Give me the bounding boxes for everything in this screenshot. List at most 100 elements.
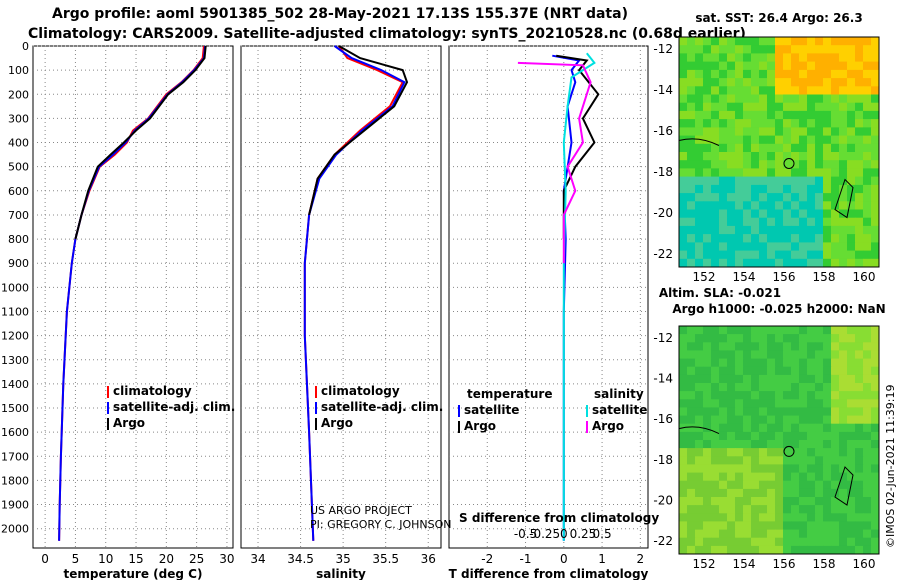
map-cell xyxy=(735,423,744,433)
map-cell xyxy=(863,94,872,104)
map-cell xyxy=(855,448,864,457)
map-cell xyxy=(767,456,776,465)
map-cell xyxy=(767,374,776,384)
map-y-tick-label: -12 xyxy=(653,331,673,345)
map-cell xyxy=(807,53,816,63)
map-cell xyxy=(775,383,784,392)
map-cell xyxy=(695,258,704,268)
map-cell xyxy=(735,505,744,514)
map-cell xyxy=(783,234,792,243)
map-cell xyxy=(799,160,808,169)
map-cell xyxy=(815,505,824,514)
map-cell xyxy=(831,69,840,79)
map-cell xyxy=(687,399,696,408)
map-cell xyxy=(727,391,736,400)
map-cell xyxy=(727,488,736,498)
map-cell xyxy=(871,464,880,473)
map-cell xyxy=(815,94,824,104)
map-cell xyxy=(679,69,688,79)
map-cell xyxy=(783,143,792,153)
map-cell xyxy=(751,407,760,416)
map-cell xyxy=(759,334,768,343)
map-cell xyxy=(759,135,768,145)
map-cell xyxy=(823,110,832,120)
map-cell xyxy=(759,342,768,351)
map-cell xyxy=(751,472,760,482)
map-cell xyxy=(695,217,704,227)
map-cell xyxy=(831,383,840,392)
map-cell xyxy=(823,201,832,210)
map-cell xyxy=(687,513,696,522)
map-cell xyxy=(751,537,760,547)
map-cell xyxy=(871,258,880,268)
map-cell xyxy=(791,505,800,514)
x-axis-label: temperature (deg C) xyxy=(64,567,203,580)
map-cell xyxy=(695,537,704,547)
map-cell xyxy=(839,415,848,425)
map-cell xyxy=(695,513,704,522)
map-cell xyxy=(863,464,872,473)
map-cell xyxy=(871,110,880,120)
map-cell xyxy=(703,391,712,400)
map-cell xyxy=(855,61,864,71)
map-cell xyxy=(823,488,832,498)
map-cell xyxy=(687,358,696,368)
map-cell xyxy=(679,258,688,268)
island-outline xyxy=(834,466,854,506)
map-cell xyxy=(735,119,744,128)
map-cell xyxy=(871,350,880,359)
x2-tick-label: -0.5 xyxy=(514,527,537,541)
map-cell xyxy=(823,225,832,235)
map-cell xyxy=(823,234,832,243)
map-cell xyxy=(711,497,720,506)
map-cell xyxy=(687,258,696,268)
map-cell xyxy=(711,242,720,252)
map-cell xyxy=(855,119,864,128)
map-cell xyxy=(871,209,880,219)
map-cell xyxy=(751,143,760,153)
map-cell xyxy=(839,472,848,482)
map-cell xyxy=(823,53,832,63)
map-cell xyxy=(823,119,832,128)
map-cell xyxy=(703,78,712,87)
map-cell xyxy=(751,94,760,104)
map-cell xyxy=(831,415,840,425)
map-cell xyxy=(735,53,744,63)
map-cell xyxy=(847,184,856,194)
map-cell xyxy=(751,119,760,128)
map-cell xyxy=(839,399,848,408)
map-cell xyxy=(695,529,704,539)
map-cell xyxy=(815,497,824,506)
map-cell xyxy=(871,217,880,227)
map-cell xyxy=(871,250,880,260)
legend-entry: climatology xyxy=(113,384,192,398)
map-cell xyxy=(791,513,800,522)
map-cell xyxy=(751,45,760,54)
map-cell xyxy=(759,537,768,547)
map-cell xyxy=(687,152,696,161)
map-cell xyxy=(839,53,848,63)
map-cell xyxy=(783,242,792,252)
map-cell xyxy=(839,61,848,71)
map-cell xyxy=(799,537,808,547)
map-y-tick-label: -12 xyxy=(653,42,673,56)
map-cell xyxy=(703,448,712,457)
map-cell xyxy=(695,448,704,457)
map-cell xyxy=(743,201,752,210)
map-cell xyxy=(687,209,696,219)
map-cell xyxy=(823,45,832,54)
map-cell xyxy=(823,383,832,392)
map-cell xyxy=(823,513,832,522)
map-cell xyxy=(815,69,824,79)
x-tick-label: 10 xyxy=(98,552,113,566)
map-cell xyxy=(743,529,752,539)
panel-frame-temperature xyxy=(32,45,234,549)
map-cell xyxy=(783,399,792,408)
map-cell xyxy=(719,407,728,416)
map-cell xyxy=(711,250,720,260)
map-cell xyxy=(831,143,840,153)
map-cell xyxy=(823,366,832,376)
map-cell xyxy=(759,61,768,71)
map-cell xyxy=(791,152,800,161)
map-cell xyxy=(807,488,816,498)
